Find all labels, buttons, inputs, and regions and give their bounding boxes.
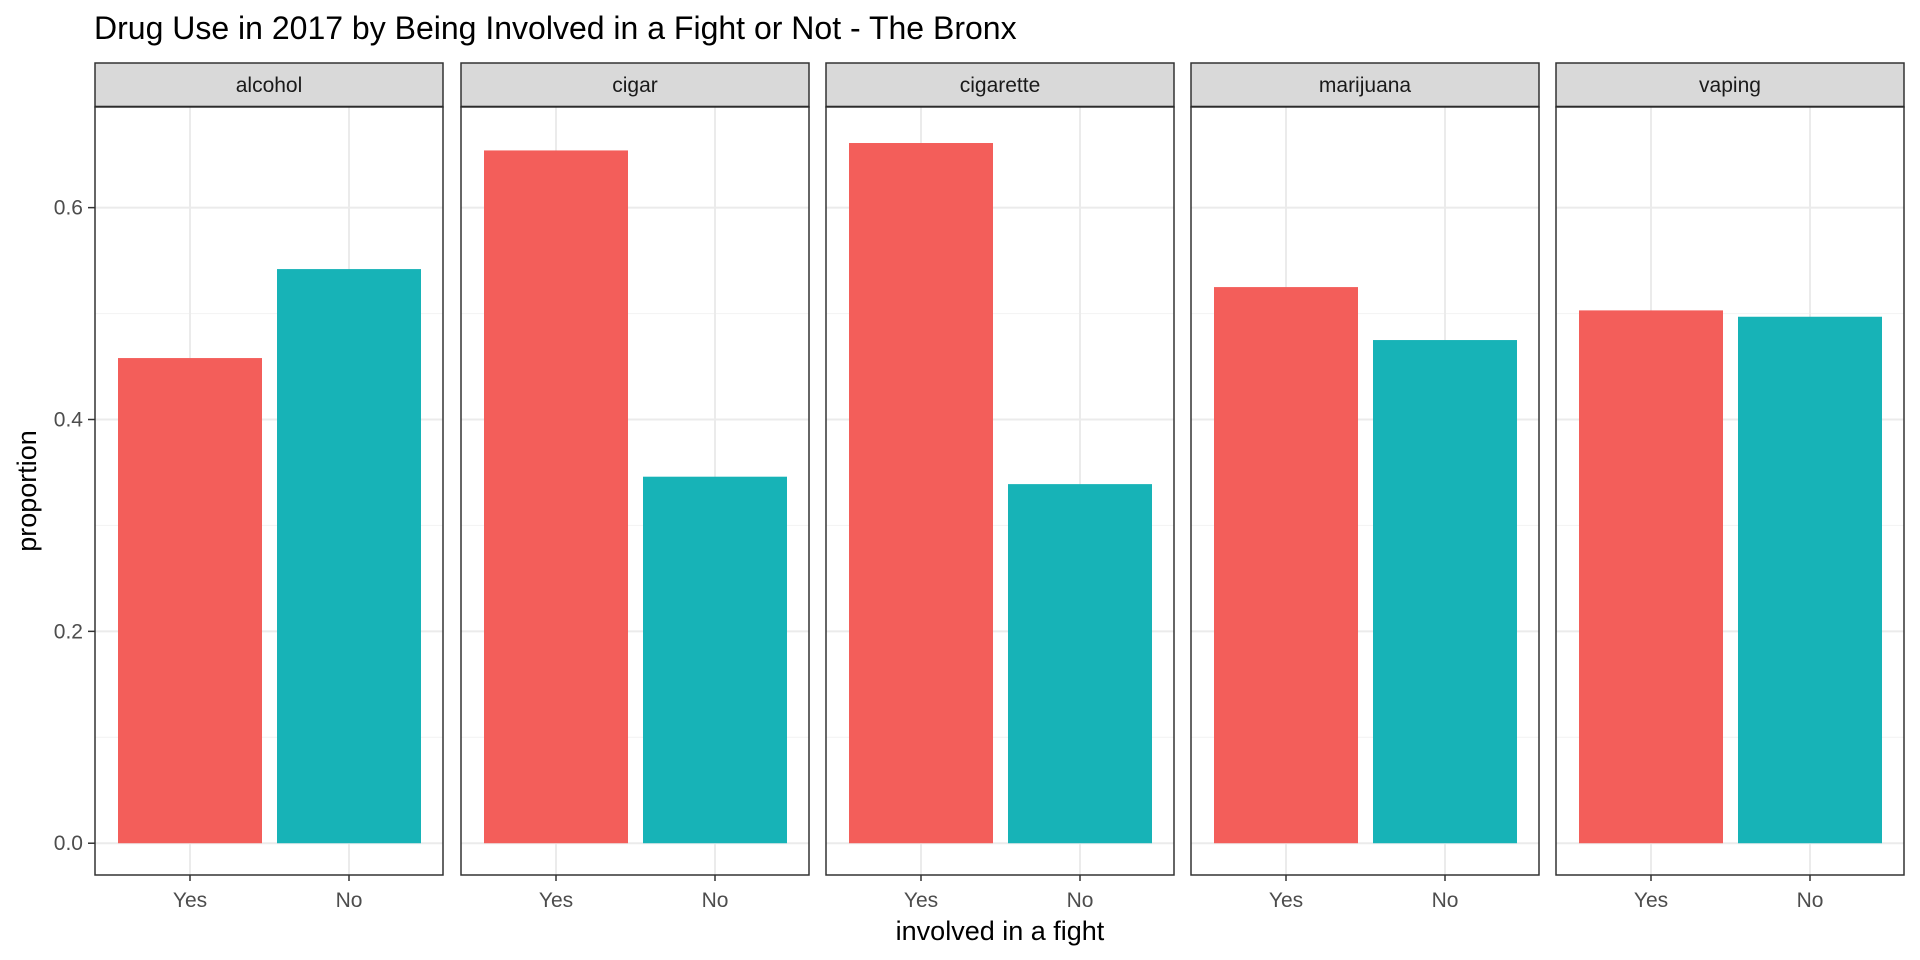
panel-border <box>1190 106 1540 876</box>
facet-strip-label: cigarette <box>960 74 1041 97</box>
y-axis-title: proportion <box>12 430 42 552</box>
facet-strip <box>1555 62 1905 108</box>
x-tick-label: Yes <box>173 889 207 912</box>
y-tick-label: 0.4 <box>54 408 84 431</box>
x-tick-label: Yes <box>1269 889 1303 912</box>
x-tick-label: No <box>1067 889 1094 912</box>
bar-cigarette-no <box>1008 484 1152 844</box>
facet-strip-label: marijuana <box>1319 74 1412 97</box>
x-tick-label: Yes <box>1634 889 1668 912</box>
bar-marijuana-yes <box>1214 287 1358 844</box>
x-tick-label: No <box>336 889 363 912</box>
panel-border <box>825 106 1175 876</box>
y-axis: 0.0 0.2 0.4 0.6 <box>54 197 95 855</box>
facet-panel-cigarette: cigarette Yes No <box>825 62 1175 912</box>
x-tick-label: No <box>1797 889 1824 912</box>
x-tick-label: Yes <box>904 889 938 912</box>
chart-title: Drug Use in 2017 by Being Involved in a … <box>94 10 1017 46</box>
x-tick-label: No <box>702 889 729 912</box>
facet-strip-label: vaping <box>1699 74 1761 97</box>
facet-strip-label: alcohol <box>236 74 303 97</box>
x-axis-title: involved in a fight <box>896 916 1105 946</box>
bar-cigar-yes <box>484 150 628 844</box>
bar-alcohol-no <box>277 269 421 844</box>
bar-marijuana-no <box>1373 340 1517 844</box>
facet-strip <box>94 62 444 108</box>
y-tick-label: 0.6 <box>54 197 83 220</box>
facet-strip <box>825 62 1175 108</box>
facet-panel-cigar: cigar Yes No <box>460 62 810 912</box>
facet-panel-vaping: vaping Yes No <box>1555 62 1905 912</box>
facet-panel-marijuana: marijuana Yes No <box>1190 62 1540 912</box>
y-tick-label: 0.0 <box>54 832 83 855</box>
bar-vaping-yes <box>1579 310 1723 844</box>
panel-border <box>1555 106 1905 876</box>
x-tick-label: Yes <box>539 889 573 912</box>
bar-cigar-no <box>643 476 787 844</box>
bar-alcohol-yes <box>118 358 262 844</box>
facet-strip-label: cigar <box>612 74 658 97</box>
panel-border <box>94 106 444 876</box>
bar-cigarette-yes <box>849 143 993 844</box>
bar-vaping-no <box>1738 316 1882 844</box>
y-tick-label: 0.2 <box>54 620 83 643</box>
facet-panel-alcohol: alcohol Yes No <box>94 62 444 912</box>
panel-border <box>460 106 810 876</box>
x-tick-label: No <box>1432 889 1459 912</box>
